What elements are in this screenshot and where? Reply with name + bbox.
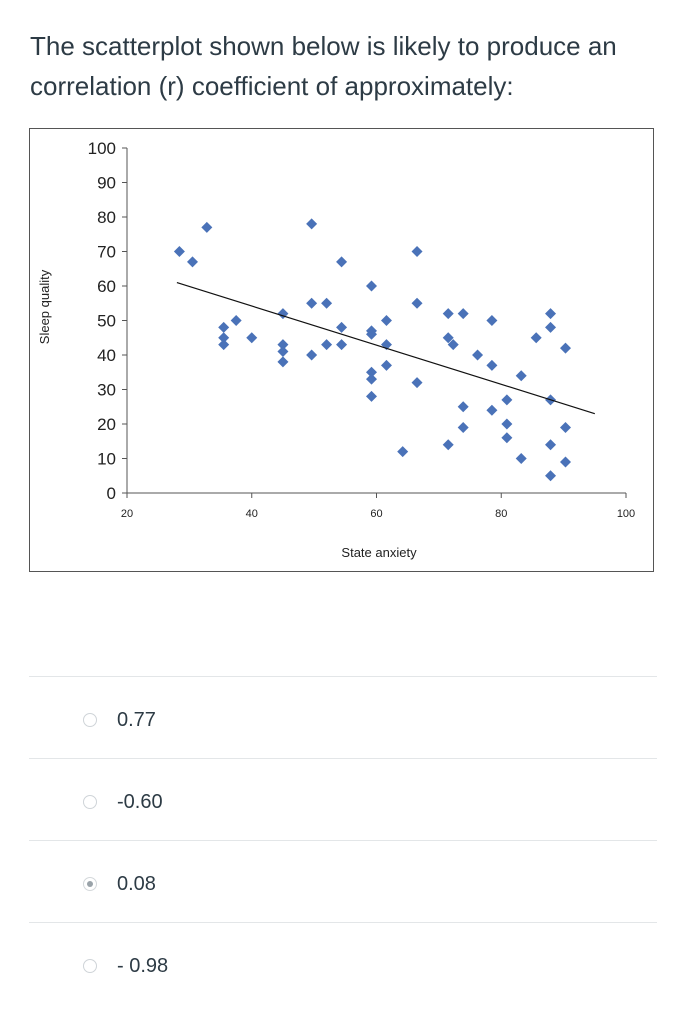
data-point bbox=[457, 421, 469, 433]
radio-button[interactable] bbox=[83, 959, 97, 973]
radio-button-selected[interactable] bbox=[83, 877, 97, 891]
y-tick-label: 60 bbox=[97, 277, 116, 296]
data-point bbox=[306, 297, 318, 309]
y-tick-label: 30 bbox=[97, 381, 116, 400]
answer-label: 0.08 bbox=[117, 873, 156, 895]
data-point bbox=[411, 297, 423, 309]
y-axis: 0 10 20 30 40 50 60 70 80 90 100 bbox=[88, 139, 128, 503]
data-point bbox=[545, 308, 557, 320]
data-point bbox=[277, 339, 289, 351]
data-point bbox=[442, 332, 454, 344]
y-tick-label: 40 bbox=[97, 346, 116, 365]
trendline bbox=[176, 281, 595, 415]
y-axis-title: Sleep quality bbox=[37, 269, 52, 344]
data-point bbox=[442, 308, 454, 320]
answer-option-0.77[interactable]: 0.77 bbox=[29, 677, 657, 758]
data-point bbox=[545, 439, 557, 451]
data-point bbox=[530, 332, 542, 344]
data-point bbox=[486, 404, 498, 416]
data-point bbox=[447, 339, 459, 351]
radio-button[interactable] bbox=[83, 713, 97, 727]
divider bbox=[29, 840, 657, 841]
data-point bbox=[321, 339, 333, 351]
trendline-group bbox=[176, 281, 595, 415]
y-tick-label: 10 bbox=[97, 450, 116, 469]
data-point bbox=[366, 328, 378, 340]
data-point bbox=[559, 421, 571, 433]
x-tick-label: 20 bbox=[121, 508, 133, 520]
data-point bbox=[411, 377, 423, 389]
data-point bbox=[457, 308, 469, 320]
answer-option-0.08[interactable]: 0.08 bbox=[29, 841, 657, 922]
data-point bbox=[186, 256, 198, 268]
y-tick-label: 90 bbox=[97, 174, 116, 193]
answer-option--0.98[interactable]: - 0.98 bbox=[29, 923, 657, 1004]
x-tick-label: 40 bbox=[246, 508, 258, 520]
data-point bbox=[277, 356, 289, 368]
data-point bbox=[336, 339, 348, 351]
data-point bbox=[486, 315, 498, 326]
data-point bbox=[486, 359, 498, 371]
data-point bbox=[411, 246, 423, 257]
data-point bbox=[336, 256, 348, 268]
data-point bbox=[201, 221, 213, 233]
data-point bbox=[559, 342, 571, 354]
divider bbox=[29, 676, 657, 677]
data-point bbox=[366, 390, 378, 402]
x-axis-title: State anxiety bbox=[341, 545, 417, 560]
scatterplot: 0 10 20 30 40 50 60 70 80 90 100 20 40 60 80 100 State… bbox=[37, 139, 635, 560]
data-point bbox=[501, 394, 513, 406]
data-point bbox=[515, 370, 527, 382]
data-point bbox=[559, 456, 571, 468]
data-point bbox=[366, 366, 378, 378]
answer-option--0.60[interactable]: -0.60 bbox=[29, 759, 657, 840]
data-point bbox=[515, 453, 527, 464]
data-point bbox=[218, 332, 230, 344]
answer-options: 0.77 -0.60 0.08 - 0.98 bbox=[29, 676, 657, 1004]
data-point bbox=[442, 439, 454, 451]
data-point bbox=[545, 321, 557, 333]
data-point bbox=[230, 315, 242, 326]
answer-label: - 0.98 bbox=[117, 955, 169, 977]
data-point bbox=[366, 280, 378, 292]
radio-button[interactable] bbox=[83, 795, 97, 809]
data-point bbox=[397, 446, 409, 458]
x-tick-label: 60 bbox=[370, 508, 382, 520]
data-point bbox=[277, 346, 289, 358]
data-point bbox=[218, 339, 230, 351]
divider bbox=[29, 922, 657, 923]
data-point bbox=[306, 349, 318, 361]
divider bbox=[29, 758, 657, 759]
data-point bbox=[501, 418, 513, 430]
data-point bbox=[336, 321, 348, 333]
scatterplot-figure: 0 10 20 30 40 50 60 70 80 90 100 20 40 60 80 100 State… bbox=[29, 128, 654, 572]
data-point bbox=[246, 332, 258, 344]
x-axis: 20 40 60 80 100 bbox=[121, 492, 635, 520]
data-point bbox=[380, 359, 392, 371]
data-point bbox=[218, 321, 230, 333]
answer-label: -0.60 bbox=[117, 791, 163, 813]
y-tick-label: 70 bbox=[97, 243, 116, 262]
data-point bbox=[306, 218, 318, 230]
y-tick-label: 0 bbox=[107, 484, 116, 503]
data-point bbox=[366, 373, 378, 385]
y-tick-label: 20 bbox=[97, 415, 116, 434]
data-point bbox=[472, 349, 484, 361]
data-points bbox=[173, 218, 571, 482]
x-tick-label: 100 bbox=[617, 508, 635, 520]
answer-label: 0.77 bbox=[117, 709, 156, 731]
data-point bbox=[457, 401, 469, 413]
data-point bbox=[321, 297, 333, 309]
y-tick-label: 80 bbox=[97, 208, 116, 227]
y-tick-label: 50 bbox=[97, 312, 116, 331]
data-point bbox=[380, 315, 392, 326]
x-tick-label: 80 bbox=[495, 508, 507, 520]
y-tick-label: 100 bbox=[88, 139, 116, 158]
question-text: The scatterplot shown below is likely to… bbox=[30, 31, 617, 101]
data-point bbox=[501, 432, 513, 444]
data-point bbox=[173, 246, 185, 257]
data-point bbox=[545, 470, 557, 482]
